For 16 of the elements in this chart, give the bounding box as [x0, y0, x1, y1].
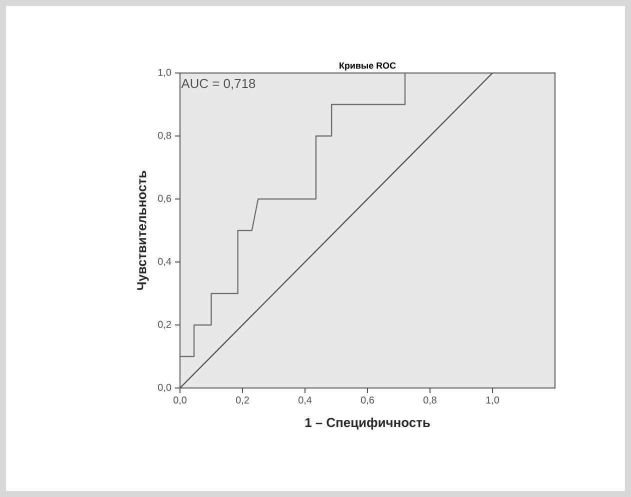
x-tick-label: 0,2: [236, 396, 249, 405]
y-tick-label: 0,2: [158, 320, 171, 330]
x-tick-label: 0,0: [173, 396, 187, 405]
x-axis-title: 1 – Специфичность: [305, 418, 430, 430]
y-tick-label: 0,4: [158, 258, 172, 266]
y-tick-label: 0,8: [158, 132, 172, 140]
annotation: AUC = 0,718: [181, 78, 256, 90]
x-tick-label: 1,0: [486, 396, 500, 405]
y-tick-label: 0,6: [158, 194, 172, 204]
y-axis-title: Чувствительность: [137, 170, 149, 290]
y-tick-label: 0,0: [158, 384, 172, 392]
y-tick-label: 1,0: [158, 68, 172, 78]
x-tick-label: 0,6: [360, 396, 374, 405]
x-tick-label: 0,4: [298, 396, 312, 405]
x-tick-label: 0,8: [423, 396, 436, 405]
chart-title: Кривые ROC: [340, 62, 396, 70]
